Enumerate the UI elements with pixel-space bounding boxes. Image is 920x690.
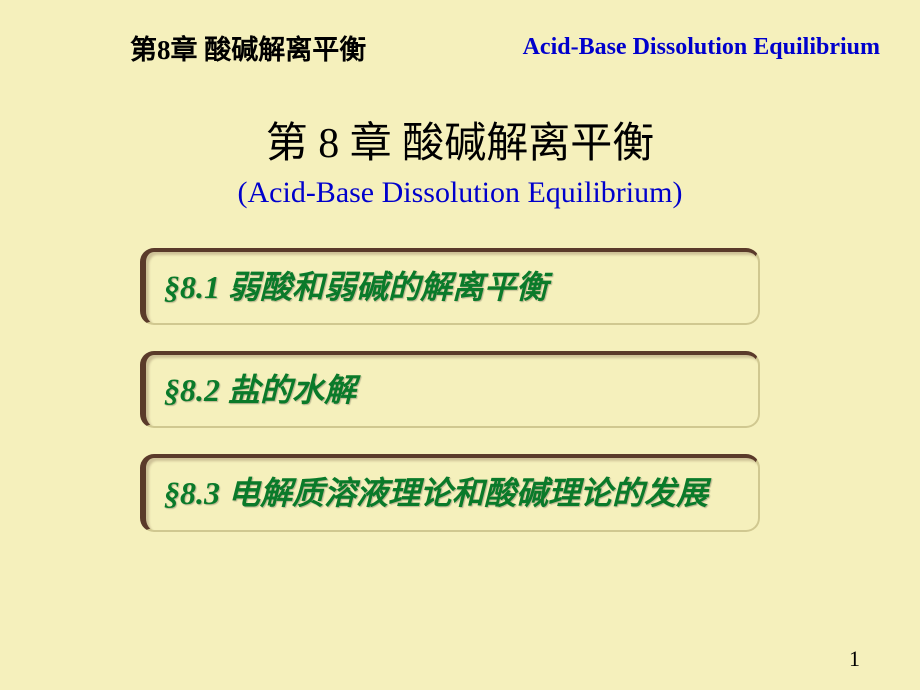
- section-8-3: §8.3 电解质溶液理论和酸碱理论的发展: [140, 454, 760, 531]
- section-8-2-text: §8.2 盐的水解: [164, 369, 736, 412]
- page-number: 1: [849, 646, 860, 672]
- main-title-block: 第 8 章 酸碱解离平衡 (Acid-Base Dissolution Equi…: [0, 109, 920, 210]
- section-8-2-label: 盐的水解: [220, 372, 356, 408]
- section-8-2-num: §8.2: [164, 372, 220, 408]
- section-8-1-text: §8.1 弱酸和弱碱的解离平衡: [164, 266, 736, 309]
- slide-header: 第8章 酸碱解离平衡 Acid-Base Dissolution Equilib…: [0, 0, 920, 67]
- section-8-3-label: 电解质溶液理论和酸碱理论的发展: [220, 475, 708, 511]
- section-8-1: §8.1 弱酸和弱碱的解离平衡: [140, 248, 760, 325]
- main-title-cn: 第 8 章 酸碱解离平衡: [0, 109, 920, 170]
- header-chapter-en: Acid-Base Dissolution Equilibrium: [523, 34, 880, 61]
- main-title-en: (Acid-Base Dissolution Equilibrium): [0, 176, 920, 210]
- section-8-3-num: §8.3: [164, 475, 220, 511]
- sections-list: §8.1 弱酸和弱碱的解离平衡 §8.2 盐的水解 §8.3 电解质溶液理论和酸…: [0, 248, 920, 532]
- section-8-1-label: 弱酸和弱碱的解离平衡: [220, 269, 548, 305]
- header-chapter-cn: 第8章 酸碱解离平衡: [40, 28, 366, 67]
- section-8-2: §8.2 盐的水解: [140, 351, 760, 428]
- section-8-1-num: §8.1: [164, 269, 220, 305]
- section-8-3-text: §8.3 电解质溶液理论和酸碱理论的发展: [164, 472, 736, 515]
